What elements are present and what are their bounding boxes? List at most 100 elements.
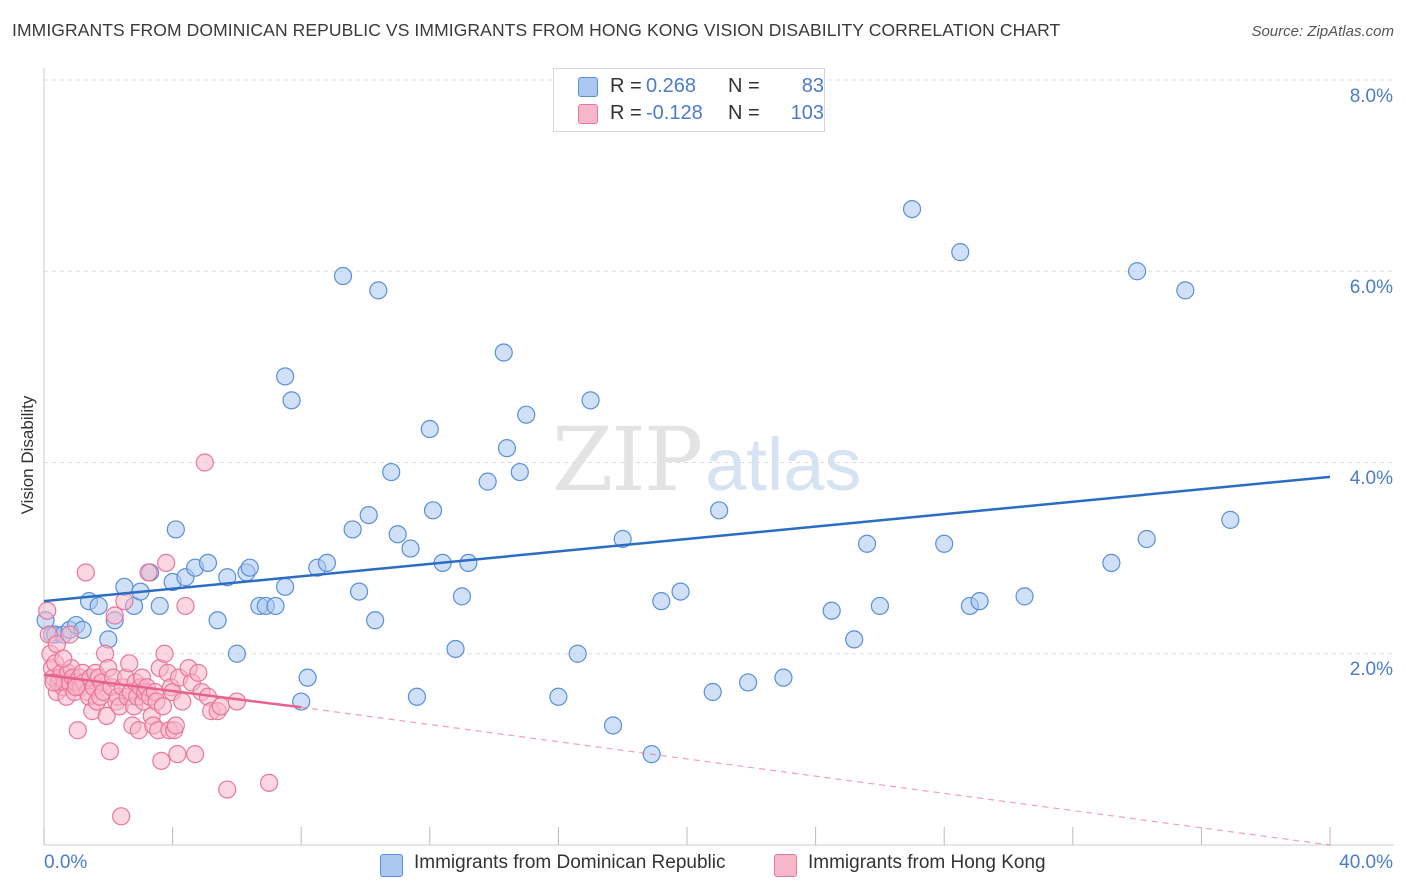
trend-line-dominican bbox=[43, 475, 1331, 603]
point-dominican bbox=[459, 553, 478, 573]
point-hongkong bbox=[153, 697, 173, 716]
point-hongkong bbox=[155, 644, 174, 663]
point-dominican bbox=[738, 673, 758, 692]
point-dominican bbox=[349, 582, 369, 601]
point-dominican bbox=[276, 367, 295, 386]
point-dominican bbox=[1221, 510, 1240, 529]
point-hongkong bbox=[60, 625, 79, 644]
trend-line-hongkong bbox=[43, 673, 302, 709]
blue-swatch-icon bbox=[578, 77, 598, 97]
point-hongkong bbox=[120, 654, 139, 673]
r-value: -0.128 bbox=[646, 102, 703, 124]
point-hongkong bbox=[112, 807, 131, 826]
correlation-legend: R = 0.268 N = 83 R = -0.128 N = 103 bbox=[553, 68, 825, 132]
point-hongkong bbox=[152, 751, 171, 770]
point-dominican bbox=[774, 668, 793, 687]
point-hongkong bbox=[97, 706, 116, 726]
point-dominican bbox=[951, 243, 970, 262]
point-dominican bbox=[343, 520, 362, 539]
point-hongkong bbox=[176, 596, 195, 616]
n-label: N = bbox=[728, 102, 760, 124]
point-hongkong bbox=[166, 716, 185, 735]
point-dominican bbox=[970, 592, 989, 611]
point-dominican bbox=[382, 462, 401, 482]
point-dominican bbox=[282, 391, 301, 410]
point-dominican bbox=[166, 520, 185, 539]
y-tick-label-4: 4.0% bbox=[1349, 468, 1393, 489]
point-hongkong bbox=[38, 601, 57, 620]
point-dominican bbox=[401, 539, 420, 558]
point-hongkong bbox=[44, 673, 63, 692]
point-dominican bbox=[298, 668, 317, 687]
point-dominican bbox=[902, 199, 922, 219]
point-hongkong bbox=[218, 780, 237, 799]
pink-swatch-icon bbox=[578, 104, 598, 124]
r-label: R = bbox=[610, 102, 642, 124]
point-dominican bbox=[1176, 281, 1195, 300]
point-dominican bbox=[423, 501, 443, 520]
point-dominican bbox=[218, 568, 237, 587]
point-dominican bbox=[671, 582, 690, 601]
point-dominican bbox=[240, 558, 259, 577]
n-label: N = bbox=[728, 75, 760, 97]
point-dominican bbox=[935, 534, 954, 553]
point-dominican bbox=[870, 596, 890, 616]
point-dominican bbox=[1127, 262, 1147, 281]
y-tick-label-8: 8.0% bbox=[1349, 86, 1393, 107]
source-label: Source: ZipAtlas.com bbox=[1251, 23, 1394, 40]
point-dominican bbox=[549, 687, 568, 706]
point-dominican bbox=[366, 611, 385, 630]
y-tick-label-6: 6.0% bbox=[1349, 277, 1393, 298]
point-dominican bbox=[359, 505, 378, 525]
point-dominican bbox=[446, 639, 465, 659]
trend-extension-hongkong bbox=[301, 706, 1331, 846]
point-dominican bbox=[613, 529, 632, 549]
point-dominican bbox=[857, 534, 877, 553]
point-dominican bbox=[1137, 529, 1156, 549]
point-hongkong bbox=[100, 742, 120, 761]
point-dominican bbox=[369, 281, 388, 300]
point-hongkong bbox=[168, 745, 187, 764]
point-hongkong bbox=[54, 649, 73, 668]
point-dominican bbox=[581, 391, 600, 410]
point-hongkong bbox=[259, 773, 279, 792]
point-hongkong bbox=[227, 692, 246, 711]
point-hongkong bbox=[76, 563, 95, 582]
point-dominican bbox=[845, 630, 864, 649]
point-dominican bbox=[652, 592, 671, 611]
point-dominican bbox=[150, 596, 169, 616]
point-dominican bbox=[388, 525, 407, 544]
point-hongkong bbox=[189, 663, 208, 682]
point-dominican bbox=[452, 587, 472, 606]
point-hongkong bbox=[105, 606, 124, 625]
r-value: 0.268 bbox=[646, 75, 697, 97]
point-hongkong bbox=[157, 553, 176, 573]
point-hongkong bbox=[173, 692, 192, 711]
point-dominican bbox=[407, 687, 427, 706]
point-dominican bbox=[276, 577, 295, 596]
point-dominican bbox=[333, 266, 353, 286]
point-dominican bbox=[517, 405, 536, 424]
point-hongkong bbox=[67, 678, 86, 697]
point-dominican bbox=[603, 716, 623, 735]
point-dominican bbox=[568, 644, 587, 663]
x-tick-label-max: 40.0% bbox=[1339, 852, 1393, 873]
chart-title: IMMIGRANTS FROM DOMINICAN REPUBLIC VS IM… bbox=[12, 20, 1061, 40]
point-dominican bbox=[266, 596, 285, 616]
point-dominican bbox=[822, 601, 841, 620]
point-dominican bbox=[710, 501, 729, 520]
point-dominican bbox=[478, 472, 497, 491]
point-dominican bbox=[208, 611, 227, 630]
legend-label: Immigrants from Hong Kong bbox=[808, 852, 1046, 873]
point-dominican bbox=[89, 596, 108, 616]
r-label: R = bbox=[610, 75, 642, 97]
watermark-atlas: atlas bbox=[705, 423, 862, 506]
n-value: 83 bbox=[801, 75, 824, 97]
point-dominican bbox=[317, 553, 337, 573]
point-dominican bbox=[497, 439, 517, 458]
point-dominican bbox=[227, 644, 246, 663]
watermark: ZIPatlas bbox=[552, 408, 861, 511]
point-dominican bbox=[420, 419, 439, 439]
point-hongkong bbox=[211, 697, 230, 716]
